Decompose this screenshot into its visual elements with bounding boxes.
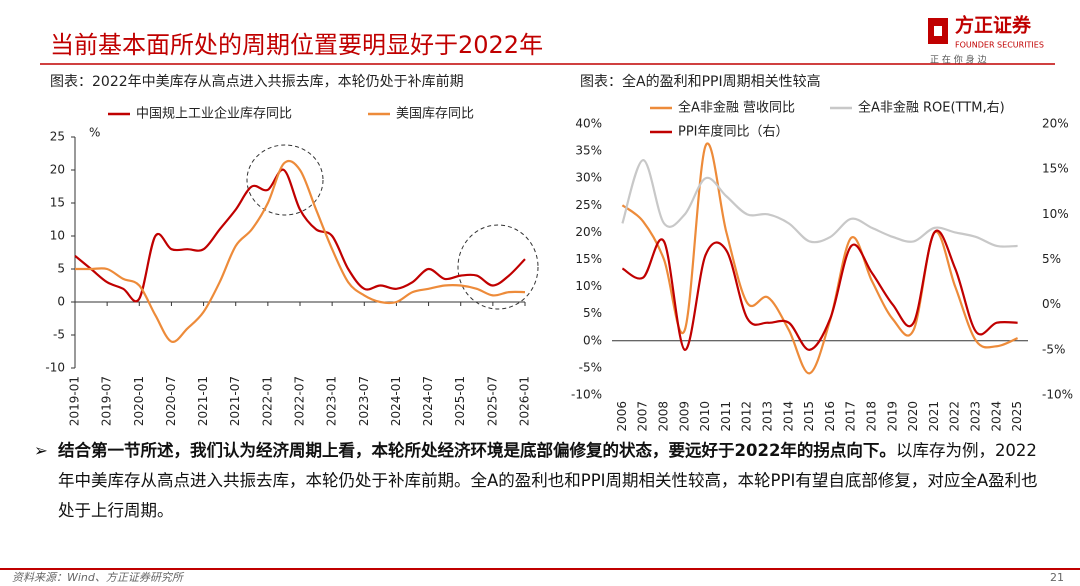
x-tick-label: 2025-01	[453, 376, 467, 426]
y-axis-label: %	[89, 126, 100, 140]
y-tick-label: 5	[57, 262, 65, 276]
x-tick-label: 2015	[802, 401, 816, 432]
logo-text: 方正证券	[955, 14, 1032, 37]
x-tick-label: 2022-01	[260, 376, 274, 426]
x-tick-label: 2024-01	[389, 376, 403, 426]
y-tick-label: 40%	[575, 117, 602, 131]
legend-label: 全A非金融 营收同比	[678, 100, 795, 116]
slogan: 正 在 你 身 边	[930, 54, 986, 66]
x-tick-label: 2011	[719, 401, 733, 432]
slide-title: 当前基本面所处的周期位置要明显好于2022年	[50, 31, 543, 59]
logo-en: FOUNDER SECURITIES	[955, 41, 1044, 50]
x-tick-label: 2020-07	[164, 376, 178, 426]
x-tick-label: 2021	[927, 401, 941, 432]
y-tick-label: 20%	[575, 225, 602, 239]
x-tick-label: 2023-01	[325, 376, 339, 426]
x-tick-label: 2022-07	[293, 376, 307, 426]
y-tick-label: 5%	[583, 306, 602, 320]
x-tick-label: 2021-07	[228, 376, 242, 426]
x-tick-label: 2018	[865, 401, 879, 432]
x-tick-label: 2010	[698, 401, 712, 432]
x-tick-label: 2020	[906, 401, 920, 432]
y-tick-label: 0	[57, 295, 65, 309]
y-tick-label: 15%	[575, 252, 602, 266]
x-tick-label: 2013	[761, 401, 775, 432]
y-tick-label: 15	[50, 196, 65, 210]
highlight-circle	[457, 224, 539, 310]
x-tick-label: 2021-01	[196, 376, 210, 426]
x-tick-label: 2008	[657, 401, 671, 432]
y-tick-label: 20	[50, 163, 65, 177]
x-tick-label: 2017	[844, 401, 858, 432]
x-tick-label: 2019-01	[68, 376, 82, 426]
y-tick-label: 10	[50, 229, 65, 243]
series-line	[621, 159, 1018, 248]
x-tick-label: 2025	[1010, 401, 1024, 432]
footer-source: 资料来源：Wind、方正证券研究所	[12, 571, 185, 584]
y2-tick-label: -5%	[1042, 342, 1065, 356]
x-tick-label: 2023	[969, 401, 983, 432]
y-tick-label: 25	[50, 130, 65, 144]
series-line	[74, 168, 526, 303]
y-tick-label: 0%	[583, 333, 602, 347]
y-tick-label: 35%	[575, 144, 602, 158]
y-tick-label: 10%	[575, 279, 602, 293]
chart-caption: 图表：全A的盈利和PPI周期相关性较高	[580, 73, 821, 90]
y-tick-label: -5%	[579, 360, 602, 374]
y2-tick-label: 10%	[1042, 207, 1069, 221]
page-number: 21	[1050, 571, 1064, 584]
x-tick-label: 2009	[677, 401, 691, 432]
bullet: ➢	[34, 441, 48, 460]
legend-label: 中国规上工业企业库存同比	[136, 106, 292, 122]
x-tick-label: 2012	[740, 401, 754, 432]
x-tick-label: 2023-07	[357, 376, 371, 426]
x-tick-label: 2019-07	[100, 376, 114, 426]
x-tick-label: 2024-07	[421, 376, 435, 426]
legend-label: 全A非金融 ROE(TTM,右)	[858, 100, 1005, 116]
x-tick-label: 2020-01	[132, 376, 146, 426]
y-tick-label: -10%	[571, 388, 602, 402]
y-tick-label: 30%	[575, 171, 602, 185]
y-tick-label: -5	[53, 328, 65, 342]
x-tick-label: 2026-01	[518, 376, 532, 426]
y2-tick-label: -10%	[1042, 388, 1073, 402]
body-bold: 结合第一节所述，我们认为经济周期上看，本轮所处经济环境是底部偏修复的状态，要远好…	[58, 441, 896, 460]
series-line	[75, 159, 526, 343]
y2-tick-label: 20%	[1042, 117, 1069, 131]
body-text: ➢ 结合第一节所述，我们认为经济周期上看，本轮所处经济环境是底部偏修复的状态，要远…	[34, 436, 1048, 526]
body-normal: 以库存为例，2022年中美库存从高点进入共振去库，本轮仍处于补库前期。全A的盈利…	[58, 441, 1038, 520]
x-tick-label: 2022	[948, 401, 962, 432]
y2-tick-label: 0%	[1042, 297, 1061, 311]
x-tick-label: 2025-07	[485, 376, 499, 426]
series-line	[621, 142, 1019, 375]
y-tick-label: 25%	[575, 198, 602, 212]
x-tick-label: 2007	[636, 401, 650, 432]
x-tick-label: 2019	[885, 401, 899, 432]
x-tick-label: 2016	[823, 401, 837, 432]
x-tick-label: 2024	[989, 401, 1003, 432]
chart-caption: 图表：2022年中美库存从高点进入共振去库，本轮仍处于补库前期	[50, 73, 464, 90]
legend-label: PPI年度同比（右）	[678, 124, 789, 140]
x-tick-label: 2014	[781, 401, 795, 432]
y2-tick-label: 15%	[1042, 162, 1069, 176]
y2-tick-label: 5%	[1042, 252, 1061, 266]
y-tick-label: -10	[45, 361, 65, 375]
highlight-circle	[246, 144, 324, 216]
x-tick-label: 2006	[615, 401, 629, 432]
footer-rule	[0, 568, 1080, 570]
legend-label: 美国库存同比	[396, 106, 474, 122]
series-line	[621, 229, 1018, 351]
logo-icon-cut	[934, 26, 942, 36]
